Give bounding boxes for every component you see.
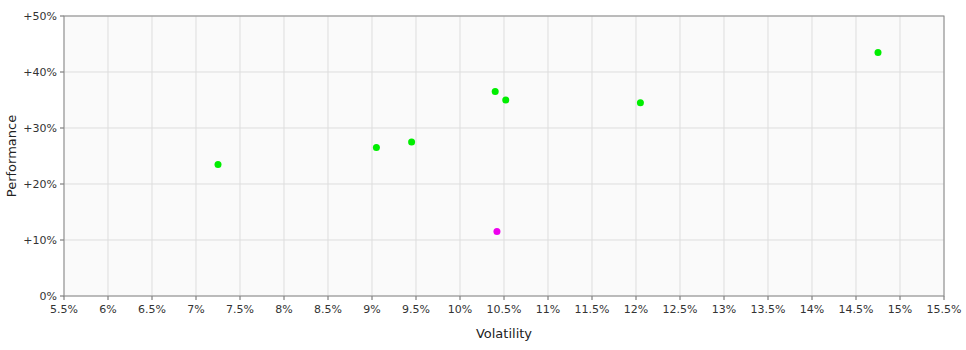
scatter-point: [637, 99, 644, 106]
x-tick-label: 6.5%: [138, 303, 166, 316]
x-tick: [856, 296, 857, 300]
x-tick: [64, 296, 65, 300]
x-tick: [504, 296, 505, 300]
y-tick-label: +30%: [23, 122, 57, 135]
x-grid-line: [240, 16, 241, 296]
x-grid-line: [372, 16, 373, 296]
x-tick: [944, 296, 945, 300]
scatter-point: [875, 49, 882, 56]
x-tick-label: 5.5%: [50, 303, 78, 316]
scatter-point: [373, 144, 380, 151]
x-tick-label: 14%: [800, 303, 824, 316]
x-grid-line: [416, 16, 417, 296]
scatter-point: [493, 228, 500, 235]
y-grid-line: [64, 240, 944, 241]
scatter-point: [492, 88, 499, 95]
y-tick-label: 0%: [40, 290, 57, 303]
chart: 5.5% 6% 6.5% 7% 7.5% 8% 8.5% 9% 9.5% 10% 10.5% 11% 1…: [0, 0, 966, 350]
x-grid-line: [592, 16, 593, 296]
x-tick: [592, 296, 593, 300]
plot-frame: [64, 16, 944, 296]
x-tick-label: 8.5%: [314, 303, 342, 316]
x-tick: [416, 296, 417, 300]
y-grid-line: [64, 184, 944, 185]
x-grid-line: [856, 16, 857, 296]
x-tick-label: 12%: [624, 303, 648, 316]
x-tick-label: 7%: [187, 303, 204, 316]
x-axis-label: Volatility: [476, 326, 532, 341]
x-tick-label: 8%: [275, 303, 292, 316]
y-tick: [60, 128, 64, 129]
x-tick: [372, 296, 373, 300]
series: [215, 49, 882, 168]
x-tick: [680, 296, 681, 300]
x-grid-line: [548, 16, 549, 296]
x-grid-line: [108, 16, 109, 296]
y-tick: [60, 296, 64, 297]
x-tick: [284, 296, 285, 300]
x-grid-line: [460, 16, 461, 296]
x-grid-line: [636, 16, 637, 296]
x-tick: [108, 296, 109, 300]
x-tick-label: 15%: [888, 303, 912, 316]
axes: 5.5% 6% 6.5% 7% 7.5% 8% 8.5% 9% 9.5% 10% 10.5% 11% 1…: [23, 10, 961, 316]
y-tick: [60, 72, 64, 73]
y-tick: [60, 16, 64, 17]
x-tick-label: 10%: [448, 303, 472, 316]
x-tick-label: 12.5%: [663, 303, 698, 316]
x-tick-label: 13.5%: [751, 303, 786, 316]
x-tick-label: 10.5%: [487, 303, 522, 316]
x-tick-label: 15.5%: [927, 303, 962, 316]
points: [215, 49, 882, 235]
x-tick: [240, 296, 241, 300]
x-grid-line: [152, 16, 153, 296]
x-tick: [768, 296, 769, 300]
y-axis-label: Performance: [4, 115, 19, 197]
x-tick: [724, 296, 725, 300]
scatter-point: [215, 161, 222, 168]
x-grid-line: [900, 16, 901, 296]
x-tick-label: 7.5%: [226, 303, 254, 316]
x-tick: [636, 296, 637, 300]
plot-background: [64, 16, 944, 296]
x-tick: [460, 296, 461, 300]
x-grid-line: [284, 16, 285, 296]
x-tick-label: 14.5%: [839, 303, 874, 316]
y-grid-line: [64, 128, 944, 129]
x-grid-line: [196, 16, 197, 296]
scatter-point: [408, 139, 415, 146]
y-tick-label: +50%: [23, 10, 57, 23]
x-grid-line: [328, 16, 329, 296]
x-tick: [152, 296, 153, 300]
x-grid-line: [768, 16, 769, 296]
grid: [64, 16, 944, 296]
y-tick-label: +40%: [23, 66, 57, 79]
x-tick-label: 13%: [712, 303, 736, 316]
x-tick: [900, 296, 901, 300]
x-grid-line: [504, 16, 505, 296]
x-tick: [812, 296, 813, 300]
x-tick: [328, 296, 329, 300]
x-tick: [548, 296, 549, 300]
x-tick: [196, 296, 197, 300]
x-grid-line: [680, 16, 681, 296]
x-tick-label: 9.5%: [402, 303, 430, 316]
x-grid-line: [812, 16, 813, 296]
scatter-point: [502, 97, 509, 104]
y-grid-line: [64, 72, 944, 73]
x-tick-label: 9%: [363, 303, 380, 316]
x-grid-line: [724, 16, 725, 296]
y-tick-label: +20%: [23, 178, 57, 191]
y-tick-label: +10%: [23, 234, 57, 247]
x-tick-label: 11.5%: [575, 303, 610, 316]
x-tick-label: 6%: [99, 303, 116, 316]
x-tick-label: 11%: [536, 303, 560, 316]
y-tick: [60, 240, 64, 241]
series: [493, 228, 500, 235]
y-tick: [60, 184, 64, 185]
